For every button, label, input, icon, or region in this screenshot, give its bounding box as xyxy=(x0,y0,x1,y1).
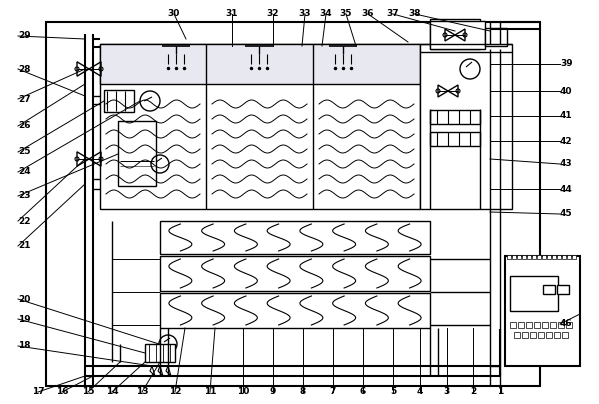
Bar xyxy=(420,44,512,209)
Bar xyxy=(552,255,556,259)
Text: 7: 7 xyxy=(330,387,336,396)
Text: 13: 13 xyxy=(136,387,148,396)
Bar xyxy=(530,332,536,338)
Bar xyxy=(572,255,576,259)
Bar xyxy=(557,285,569,294)
Text: 28: 28 xyxy=(18,65,31,74)
Bar xyxy=(546,332,552,338)
Bar xyxy=(527,255,531,259)
Bar xyxy=(526,322,532,328)
Bar xyxy=(104,90,134,112)
Bar xyxy=(562,255,566,259)
Text: 43: 43 xyxy=(560,160,573,168)
Bar xyxy=(517,255,521,259)
Bar xyxy=(430,21,485,49)
Bar xyxy=(160,256,430,291)
Text: 44: 44 xyxy=(560,185,573,194)
Text: 36: 36 xyxy=(362,10,374,19)
Bar xyxy=(542,255,546,259)
Bar xyxy=(542,322,548,328)
Text: 16: 16 xyxy=(56,387,68,396)
Text: 20: 20 xyxy=(18,295,31,303)
Text: 24: 24 xyxy=(18,168,31,177)
Text: 18: 18 xyxy=(18,341,31,351)
Bar xyxy=(430,132,480,146)
Text: 37: 37 xyxy=(387,10,400,19)
Text: 26: 26 xyxy=(18,122,31,130)
Text: 21: 21 xyxy=(18,242,31,250)
Text: 14: 14 xyxy=(105,387,119,396)
Text: 12: 12 xyxy=(169,387,181,396)
Bar xyxy=(145,344,175,362)
Bar xyxy=(538,332,544,338)
Text: 5: 5 xyxy=(390,387,396,396)
Text: 22: 22 xyxy=(18,217,31,225)
Text: 1: 1 xyxy=(497,387,503,396)
Text: 45: 45 xyxy=(560,210,573,219)
Text: 9: 9 xyxy=(270,387,276,396)
Text: 10: 10 xyxy=(237,387,249,396)
Text: 34: 34 xyxy=(320,10,332,19)
Text: 2: 2 xyxy=(470,387,476,396)
Bar xyxy=(160,221,430,254)
Bar xyxy=(566,322,572,328)
Bar xyxy=(532,255,536,259)
Text: 27: 27 xyxy=(18,95,31,103)
Text: 33: 33 xyxy=(299,10,311,19)
Bar xyxy=(160,293,430,328)
Text: 46: 46 xyxy=(560,320,573,328)
Bar xyxy=(100,44,420,209)
Bar xyxy=(550,322,556,328)
Text: 4: 4 xyxy=(417,387,423,396)
Text: 19: 19 xyxy=(18,314,31,324)
Bar xyxy=(507,255,511,259)
Bar xyxy=(46,22,540,386)
Bar xyxy=(534,322,540,328)
Text: 25: 25 xyxy=(18,147,31,156)
Bar xyxy=(430,110,480,124)
Bar xyxy=(547,255,551,259)
Text: 8: 8 xyxy=(300,387,306,396)
Text: 39: 39 xyxy=(560,59,573,69)
Text: 23: 23 xyxy=(18,191,31,200)
Bar xyxy=(510,276,558,311)
Bar xyxy=(510,322,516,328)
Bar xyxy=(518,322,524,328)
Text: 38: 38 xyxy=(409,10,421,19)
Text: 11: 11 xyxy=(204,387,216,396)
Text: 17: 17 xyxy=(32,387,44,396)
Text: 41: 41 xyxy=(560,112,573,120)
Text: 29: 29 xyxy=(18,32,31,40)
Bar xyxy=(522,255,526,259)
Text: 40: 40 xyxy=(560,86,573,95)
Text: 6: 6 xyxy=(360,387,366,396)
Bar xyxy=(557,255,561,259)
Text: 32: 32 xyxy=(267,10,279,19)
Bar xyxy=(554,332,560,338)
Text: 35: 35 xyxy=(340,10,352,19)
Bar xyxy=(505,256,580,366)
Text: 30: 30 xyxy=(168,10,180,19)
Bar xyxy=(485,28,507,46)
Bar xyxy=(522,332,528,338)
Text: 31: 31 xyxy=(226,10,238,19)
Bar xyxy=(562,332,568,338)
Bar xyxy=(558,322,564,328)
Bar xyxy=(537,255,541,259)
Bar xyxy=(514,332,520,338)
Bar xyxy=(567,255,571,259)
Bar xyxy=(430,19,480,49)
Text: 3: 3 xyxy=(444,387,450,396)
Bar xyxy=(118,121,156,186)
Bar xyxy=(512,255,516,259)
Text: 15: 15 xyxy=(81,387,94,396)
Bar xyxy=(543,285,555,294)
Bar xyxy=(100,44,420,84)
Text: 42: 42 xyxy=(560,137,573,145)
